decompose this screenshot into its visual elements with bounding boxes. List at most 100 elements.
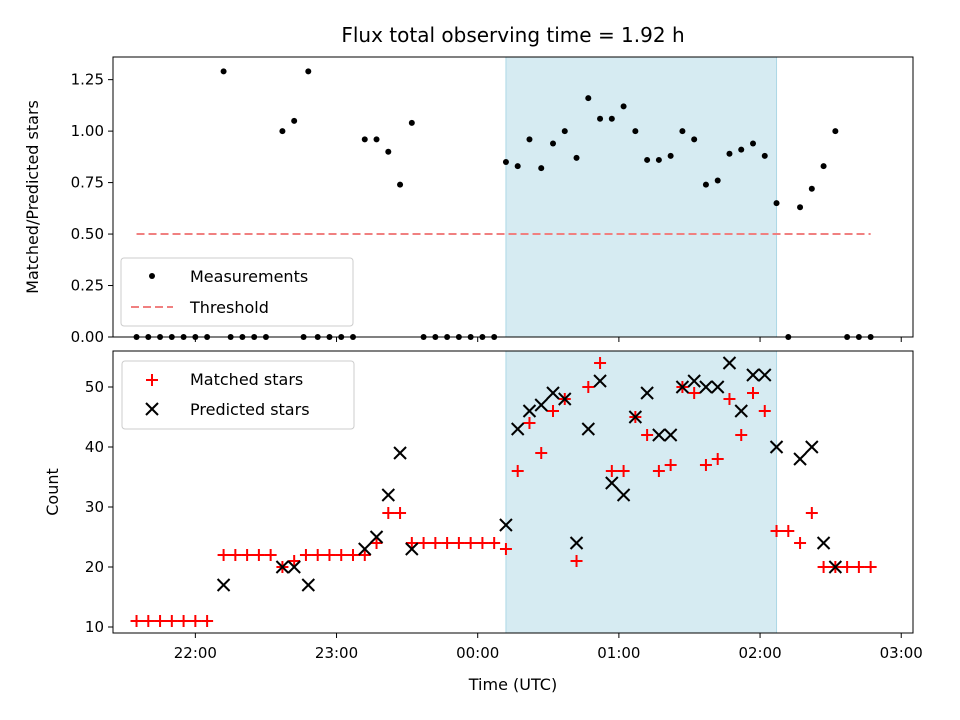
predicted-stars-point <box>593 374 607 388</box>
matched-stars-point <box>299 549 312 561</box>
matched-stars-point <box>229 549 242 561</box>
measurement-point <box>597 115 604 122</box>
matched-stars-point <box>711 453 724 465</box>
y-tick-label: 30 <box>85 498 104 516</box>
measurement-point <box>726 150 733 157</box>
measurement-point <box>526 136 533 143</box>
measurement-point <box>279 128 286 135</box>
bottom-legend-box <box>121 360 355 430</box>
measurement-point <box>761 152 768 159</box>
matched-stars-point <box>370 537 383 549</box>
y-tick-label: 1.00 <box>71 122 104 140</box>
y-tick-label: 0.25 <box>71 277 104 295</box>
predicted-stars-point <box>793 452 807 466</box>
predicted-stars-point <box>828 560 843 574</box>
matched-stars-point <box>535 447 548 459</box>
matched-stars-point <box>177 615 190 627</box>
matched-stars-point <box>464 537 477 549</box>
matched-stars-point <box>382 507 395 519</box>
matched-stars-point <box>570 555 583 567</box>
measurement-point <box>820 163 827 170</box>
matched-stars-point <box>547 405 559 417</box>
predicted-stars-point <box>522 404 537 418</box>
measurement-point <box>573 154 580 161</box>
matched-stars-point <box>241 549 254 561</box>
matched-stars-point <box>652 465 665 477</box>
measurement-point <box>220 68 227 75</box>
predicted-stars-point <box>393 446 407 460</box>
predicted-stars-point <box>758 368 772 382</box>
predicted-stars-point <box>722 356 737 370</box>
legend-label-threshold: Threshold <box>189 298 269 317</box>
y-tick-label: 0.00 <box>71 328 104 346</box>
matched-stars-point <box>165 615 178 627</box>
matched-stars-point <box>664 459 677 471</box>
matched-stars-point <box>452 537 465 549</box>
matched-stars-point <box>523 417 536 429</box>
matched-stars-point <box>252 549 265 561</box>
predicted-stars-point <box>687 374 701 388</box>
measurement-point <box>738 146 745 153</box>
legend-label-measurements: Measurements <box>190 267 308 286</box>
measurement-point <box>361 136 368 143</box>
measurement-point <box>397 181 404 188</box>
top-plot-frame <box>112 56 914 338</box>
predicted-stars-point <box>769 440 784 454</box>
x-tick-label: 02:00 <box>738 644 781 662</box>
matched-stars-point <box>747 387 759 399</box>
y-tick-label: 1.25 <box>71 71 104 89</box>
matched-stars-point <box>605 465 618 477</box>
bottom-legend: Matched stars Predicted stars <box>121 360 355 430</box>
matched-stars-point <box>782 525 795 537</box>
matched-stars-point <box>582 381 595 393</box>
matched-stars-point <box>405 537 418 549</box>
predicted-stars-point <box>581 422 596 436</box>
measurement-point <box>702 181 709 188</box>
measurement-point <box>550 140 556 147</box>
x-tick-label: 01:00 <box>597 644 640 662</box>
matched-stars-point <box>594 357 607 369</box>
matched-stars-point <box>852 561 865 573</box>
matched-stars-point <box>499 543 512 555</box>
legend-label-predicted: Predicted stars <box>190 400 310 419</box>
y-tick-label: 10 <box>85 618 104 636</box>
matched-stars-point <box>217 549 230 561</box>
matched-stars-point <box>429 537 442 549</box>
observing-window-shade <box>505 56 778 338</box>
matched-stars-point <box>770 525 783 537</box>
predicted-stars-point <box>569 536 584 550</box>
x-tick-label: 23:00 <box>315 644 358 662</box>
matched-stars-point <box>201 615 214 627</box>
matched-stars-point <box>817 561 830 573</box>
predicted-stars-point <box>746 368 760 382</box>
matched-stars-point <box>805 507 818 519</box>
measurement-point <box>514 163 521 170</box>
matched-stars-point <box>864 561 877 573</box>
matched-stars-point <box>142 615 155 627</box>
measurement-point <box>797 204 804 211</box>
matched-stars-point <box>617 465 630 477</box>
measurement-point <box>561 128 568 135</box>
y-tick-label: 0.75 <box>71 174 104 192</box>
measurement-point <box>714 177 721 184</box>
predicted-stars-point <box>405 542 419 556</box>
predicted-stars-point <box>628 410 643 424</box>
measurement-point <box>291 117 298 124</box>
legend-marker-predicted <box>145 402 159 416</box>
predicted-stars-point <box>710 380 725 394</box>
predicted-stars-point <box>605 476 619 490</box>
y-tick-label: 50 <box>85 378 104 396</box>
matched-stars-point <box>130 615 143 627</box>
measurement-point <box>750 140 756 147</box>
measurement-point <box>655 156 662 163</box>
predicted-stars-point <box>301 578 316 592</box>
predicted-stars-point <box>734 404 748 418</box>
legend-marker-matched <box>146 374 158 386</box>
matched-stars-point <box>264 549 277 561</box>
matched-stars-point <box>394 507 407 519</box>
measurement-point <box>667 152 674 159</box>
predicted-stars-point <box>640 386 654 400</box>
measurement-point <box>691 136 698 143</box>
